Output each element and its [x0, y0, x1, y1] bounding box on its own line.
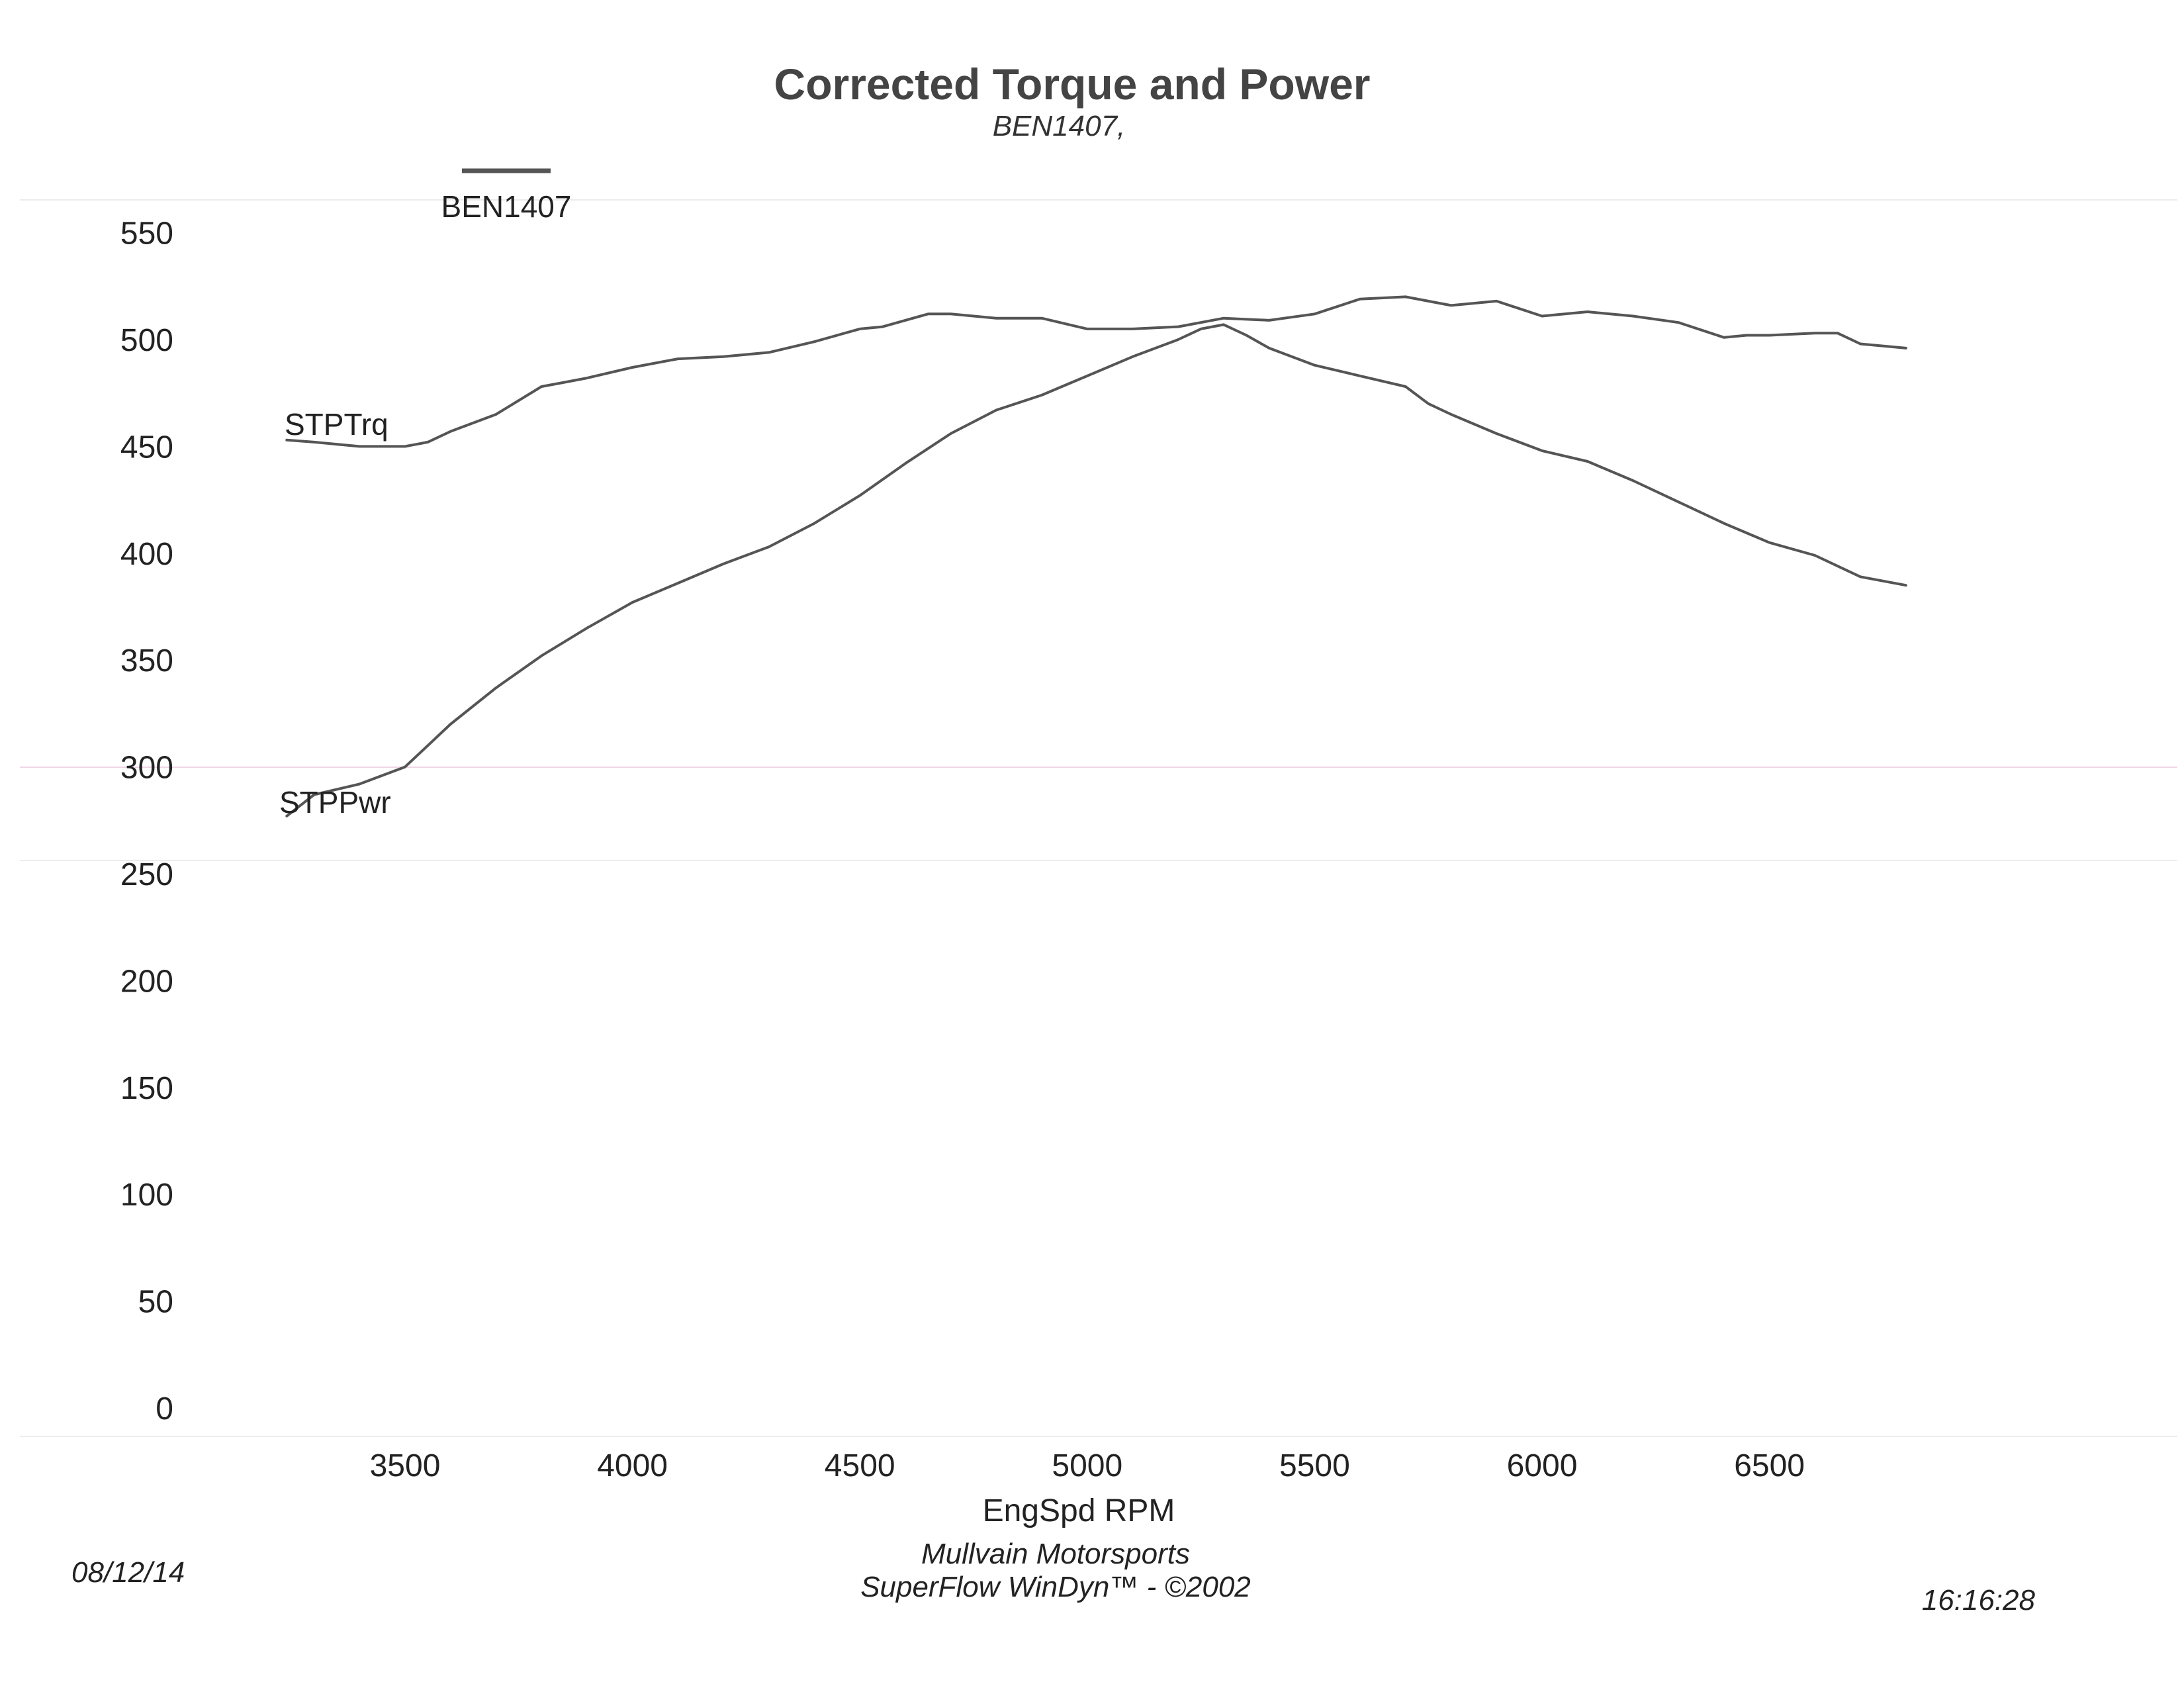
chart-title: Corrected Torque and Power: [774, 60, 1371, 109]
y-tick-label: 550: [120, 216, 173, 252]
y-tick-label: 350: [120, 643, 173, 678]
footer-company: Mullvain Motorsports: [921, 1538, 1190, 1570]
legend: BEN1407: [441, 168, 572, 224]
chart-subtitle: BEN1407,: [993, 110, 1126, 142]
torque-series-line: [285, 295, 1907, 448]
x-tick-label: 6500: [1734, 1448, 1805, 1483]
series-label-torque: STPTrq: [285, 407, 388, 442]
y-tick-label: 50: [138, 1285, 173, 1320]
series-layer: [285, 295, 1907, 818]
y-tick-label: 300: [120, 751, 173, 786]
y-tick-label: 250: [120, 857, 173, 892]
x-axis-label: EngSpd RPM: [983, 1493, 1175, 1528]
y-tick-label: 450: [120, 430, 173, 465]
x-tick-label: 4500: [825, 1448, 895, 1483]
y-tick-label: 0: [156, 1391, 173, 1427]
x-tick-label: 5000: [1052, 1448, 1122, 1483]
x-tick-label: 6000: [1507, 1448, 1578, 1483]
x-axis-ticks: 3500 4000 4500 5000 5500 6000 6500: [370, 1448, 1805, 1483]
y-tick-label: 400: [120, 537, 173, 572]
x-tick-label: 5500: [1279, 1448, 1350, 1483]
y-tick-label: 150: [120, 1071, 173, 1106]
footer-time: 16:16:28: [1922, 1584, 2036, 1616]
y-tick-label: 500: [120, 323, 173, 358]
power-series-line: [285, 323, 1907, 818]
legend-label: BEN1407: [441, 189, 572, 224]
footer-date: 08/12/14: [71, 1556, 185, 1589]
x-tick-label: 4000: [597, 1448, 668, 1483]
x-tick-label: 3500: [370, 1448, 441, 1483]
y-tick-label: 200: [120, 964, 173, 999]
y-tick-label: 100: [120, 1178, 173, 1213]
footer-software: SuperFlow WinDyn™ - ©2002: [860, 1571, 1251, 1603]
series-label-power: STPPwr: [279, 785, 391, 819]
